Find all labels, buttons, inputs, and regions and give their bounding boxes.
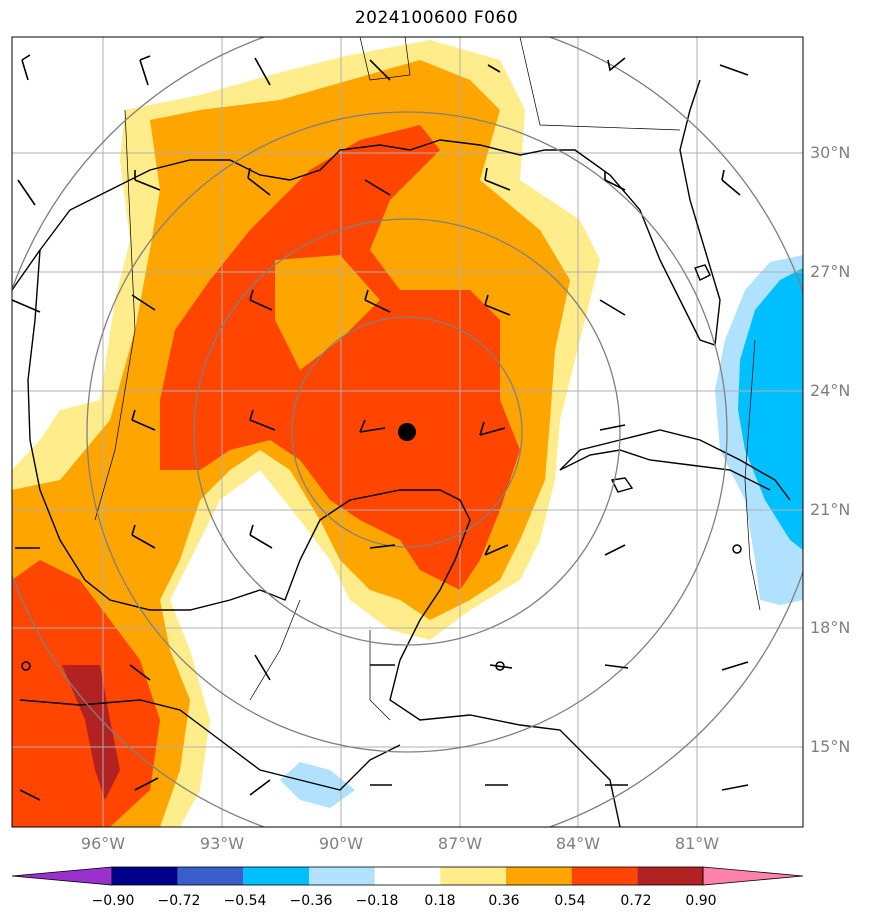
lat-label-24n: 24°N [810,381,851,400]
colorbar-tick: −0.72 [157,893,201,909]
coastlines [12,79,791,827]
colorbar-bin [309,867,375,885]
lat-label-18n: 18°N [810,618,851,637]
colorbar-bin [112,867,178,885]
lon-label-90w: 90°W [318,834,364,853]
colorbar-tick: −0.90 [91,893,135,909]
colorbar-outline [111,866,704,886]
colorbar-tick: 0.72 [620,893,652,909]
wind-barbs [12,54,749,801]
storm-center-marker [398,423,416,441]
colorbar-tick: −0.54 [223,893,267,909]
range-rings [12,37,803,827]
borders [94,37,761,721]
colorbar-tick: −0.36 [289,893,333,909]
colorbar [11,866,804,886]
lat-label-15n: 15°N [810,737,851,756]
colorbar-bin [374,867,441,885]
contour-neg-018 [280,255,803,808]
colorbar-bin [571,867,638,885]
graticule [12,37,803,827]
lon-label-96w: 96°W [80,834,126,853]
lon-label-81w: 81°W [674,834,720,853]
contour-neg-036 [738,268,803,550]
contour-054 [12,125,520,827]
colorbar-extend-min [11,866,113,886]
colorbar-bin [637,867,703,885]
colorbar-bin [506,867,572,885]
lat-label-27n: 27°N [810,262,851,281]
colorbar-bin [177,867,244,885]
colorbar-tick: 0.18 [424,893,456,909]
map-title: 2024100600 F060 [354,8,519,28]
colorbar-tick: 0.36 [488,893,520,909]
lon-label-93w: 93°W [199,834,245,853]
contour-054-inner [275,255,380,370]
colorbar-bin [243,867,309,885]
lon-label-84w: 84°W [555,834,601,853]
lat-label-21n: 21°N [810,500,851,519]
colorbar-tick: 0.90 [685,893,717,909]
colorbar-extend-max [702,866,804,886]
colorbar-bin [440,867,506,885]
contour-072 [62,665,120,800]
lon-label-87w: 87°W [437,834,483,853]
lat-label-30n: 30°N [810,143,851,162]
colorbar-tick: 0.54 [554,893,586,909]
colorbar-tick: −0.18 [355,893,399,909]
